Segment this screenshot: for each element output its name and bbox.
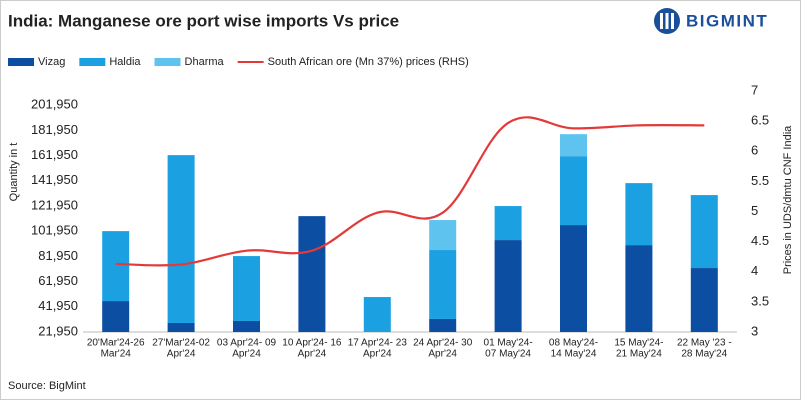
bar (102, 231, 130, 302)
x-tick-label: 20'Mar'24-26 (87, 338, 145, 349)
bar (167, 155, 195, 323)
x-tick-label: Apr'24 (428, 349, 457, 360)
x-tick-label: Apr'24 (363, 349, 392, 360)
bar (167, 322, 195, 332)
bar (560, 156, 587, 226)
x-tick-label: Apr'24 (167, 349, 196, 360)
legend-label: Haldia (109, 56, 141, 68)
y-tick-label: 201,950 (31, 97, 78, 112)
bar (102, 301, 130, 332)
y-tick-label: 141,950 (31, 172, 78, 187)
bar (233, 256, 260, 321)
bar (690, 195, 718, 269)
bar (363, 297, 391, 332)
y-tick-label: 41,950 (38, 298, 78, 313)
y2-tick-label: 6.5 (751, 113, 769, 128)
legend-swatch (8, 58, 34, 66)
x-tick-label: Apr'24 (232, 349, 261, 360)
x-tick-label: 10 Apr'24- 16 (282, 338, 342, 349)
x-tick-label: 08 May'24- (549, 338, 598, 349)
bar (233, 320, 260, 332)
bar (690, 268, 718, 332)
y-axis-title: Quantity in t (8, 143, 20, 202)
legend-label: Dharma (185, 56, 225, 68)
y2-tick-label: 3.5 (751, 293, 769, 308)
bar (298, 216, 326, 332)
y-tick-label: 161,950 (31, 147, 78, 162)
x-tick-label: 28 May'24 (681, 349, 727, 360)
x-tick-label: 15 May'24- (614, 338, 663, 349)
source: Source: BigMint (8, 380, 86, 392)
y2-tick-label: 6 (751, 143, 758, 158)
y-tick-label: 61,950 (38, 273, 78, 288)
y2-tick-label: 4 (751, 263, 758, 278)
bar (429, 250, 457, 319)
x-tick-label: 14 May'24 (551, 349, 597, 360)
x-tick-label: 27'Mar'24-02 (152, 338, 210, 349)
legend-swatch (79, 58, 106, 66)
y-tick-label: 101,950 (31, 223, 78, 238)
y-tick-label: 181,950 (31, 122, 78, 137)
legend-swatch (154, 58, 181, 66)
price-line (115, 116, 705, 267)
bar (560, 134, 587, 157)
bar (429, 318, 457, 332)
y-tick-label: 81,950 (38, 248, 78, 263)
x-tick-label: 03 Apr'24- 09 (217, 338, 277, 349)
y2-axis-title: Prices in UDS/dmtu CNF India (782, 125, 794, 274)
bar (494, 240, 522, 332)
legend-label: Vizag (38, 56, 65, 68)
x-tick-label: 17 Apr'24- 23 (348, 338, 408, 349)
y-tick-label: 21,950 (38, 323, 78, 338)
x-tick-label: 24 Apr'24- 30 (413, 338, 473, 349)
logo-icon (654, 8, 680, 34)
logo-text: BIGMINT (686, 11, 768, 30)
bar (560, 225, 587, 332)
y-tick-label: 121,950 (31, 197, 78, 212)
y2-tick-label: 4.5 (751, 233, 769, 248)
y2-tick-label: 5 (751, 203, 758, 218)
x-tick-label: 22 May '23 - (677, 338, 732, 349)
x-tick-label: 21 May'24 (616, 349, 662, 360)
x-tick-label: 07 May'24 (485, 349, 531, 360)
legend-label: South African ore (Mn 37%) prices (RHS) (268, 56, 469, 68)
x-tick-label: Apr'24 (298, 349, 327, 360)
x-tick-label: Mar'24 (101, 349, 132, 360)
bar (625, 183, 653, 246)
bar (494, 206, 522, 241)
y2-tick-label: 3 (751, 323, 758, 338)
bar (625, 245, 653, 332)
y2-tick-label: 7 (751, 82, 758, 97)
chart-title: India: Manganese ore port wise imports V… (8, 11, 399, 30)
x-tick-label: 01 May'24- (484, 338, 533, 349)
bar (429, 220, 457, 251)
y2-tick-label: 5.5 (751, 173, 769, 188)
